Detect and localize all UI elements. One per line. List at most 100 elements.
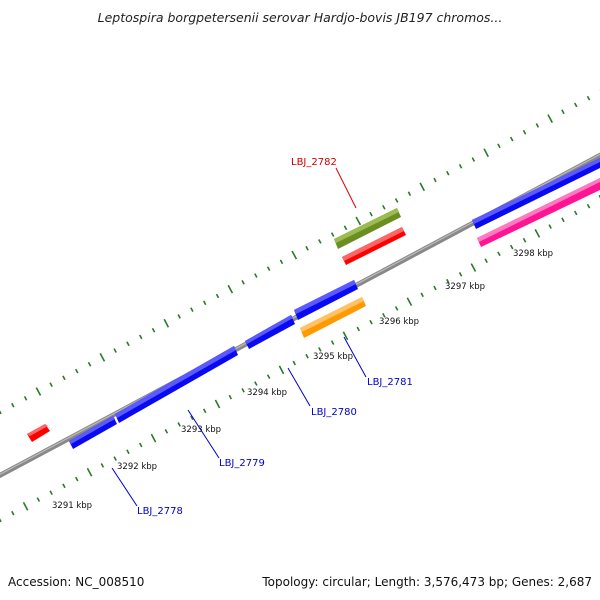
minor-tick [509,136,514,142]
gene-label-lbj-2780[interactable]: LBJ_2780 [311,407,357,418]
major-tick [470,263,477,272]
minor-tick [62,375,66,381]
minor-tick [228,394,233,400]
gene-label-lbj-2781[interactable]: LBJ_2781 [367,377,413,388]
gene-pink-right-top [477,178,600,242]
minor-tick [202,408,207,414]
gene-blue-right-top [472,158,600,224]
minor-tick [266,374,271,379]
minor-tick [573,210,578,216]
minor-tick [126,341,130,347]
minor-tick [74,368,79,374]
minor-tick [74,476,79,482]
major-tick [547,114,554,123]
map-title: Leptospira borgpetersenii serovar Hardjo… [98,10,503,25]
gene-lbj-2778-top [69,416,115,444]
minor-tick [177,422,181,427]
minor-tick [215,293,220,299]
gene-lbj-2779-top [115,346,236,418]
minor-tick [0,410,2,415]
major-tick [483,148,490,158]
major-tick [35,387,42,396]
leader-line-lbj-2781 [343,336,367,378]
minor-tick [292,360,297,366]
minor-tick [330,340,335,345]
minor-tick [369,211,373,217]
minor-tick [100,463,105,468]
minor-tick [522,237,527,243]
minor-tick [23,396,28,401]
minor-tick [330,232,335,237]
minor-tick [561,109,565,115]
leader-line-lbj-2779 [187,409,220,459]
minor-tick [0,518,2,523]
major-tick [342,331,349,341]
major-tick [278,365,285,375]
minor-tick [266,266,271,271]
minor-tick [202,300,207,306]
minor-tick [522,129,527,135]
inner-tick-ring [0,194,600,523]
minor-tick [49,382,53,387]
gene-labels: LBJ_2778 LBJ_2779 LBJ_2780 LBJ_2781 LBJ_… [137,157,413,517]
topology-label: Topology: circular; Length: 3,576,473 bp… [261,575,592,589]
minor-tick [561,217,565,223]
minor-tick [458,164,463,169]
minor-tick [433,285,437,291]
gene-lbj-2782-top [334,208,399,243]
minor-tick [548,224,552,229]
minor-tick [138,442,143,448]
scale-label: 3298 kbp [513,249,553,259]
major-tick [406,297,413,306]
major-tick [214,399,221,409]
outer-tick-ring [0,89,600,415]
gene-red-mid-top [342,227,404,261]
gene-lbj-2780-top [245,315,293,344]
minor-tick [369,319,373,325]
gene-label-lbj-2779[interactable]: LBJ_2779 [219,458,265,469]
minor-tick [382,205,386,210]
major-tick [99,353,106,362]
minor-tick [126,449,130,455]
minor-tick [241,388,245,393]
minor-tick [356,326,361,332]
minor-tick [484,258,488,263]
leader-line-lbj-2782 [335,167,357,209]
minor-tick [458,272,463,277]
scale-label: 3294 kbp [247,388,287,398]
minor-tick [305,353,309,359]
major-tick [22,502,29,511]
leader-line-lbj-2778 [111,467,138,507]
minor-tick [420,292,424,298]
gene-label-lbj-2782[interactable]: LBJ_2782 [291,157,337,168]
minor-tick [62,483,66,489]
minor-tick [87,361,92,367]
major-tick [291,250,298,260]
scale-label: 3291 kbp [52,501,92,511]
minor-tick [164,429,169,434]
major-tick [534,229,541,238]
minor-tick [509,244,514,250]
major-tick [86,467,93,477]
minor-tick [471,157,476,162]
gene-label-lbj-2778[interactable]: LBJ_2778 [137,506,183,517]
gene-red-left[interactable] [27,424,50,442]
minor-tick [190,415,194,420]
minor-tick [394,306,399,311]
minor-tick [382,313,386,318]
major-tick [355,216,362,226]
scale-labels: 3291 kbp 3292 kbp 3293 kbp 3294 kbp 3295… [52,249,553,511]
minor-tick [305,245,309,251]
minor-tick [254,381,258,386]
minor-tick [36,497,41,502]
minor-tick [190,307,194,312]
minor-tick [497,143,501,149]
major-tick [227,284,234,294]
accession-label: Accession: NC_008510 [8,575,144,589]
minor-tick [138,334,143,340]
gene-red-left-top [27,424,48,436]
minor-tick [177,314,181,319]
major-tick [419,182,426,192]
minor-tick [446,170,450,176]
minor-tick [151,327,156,333]
